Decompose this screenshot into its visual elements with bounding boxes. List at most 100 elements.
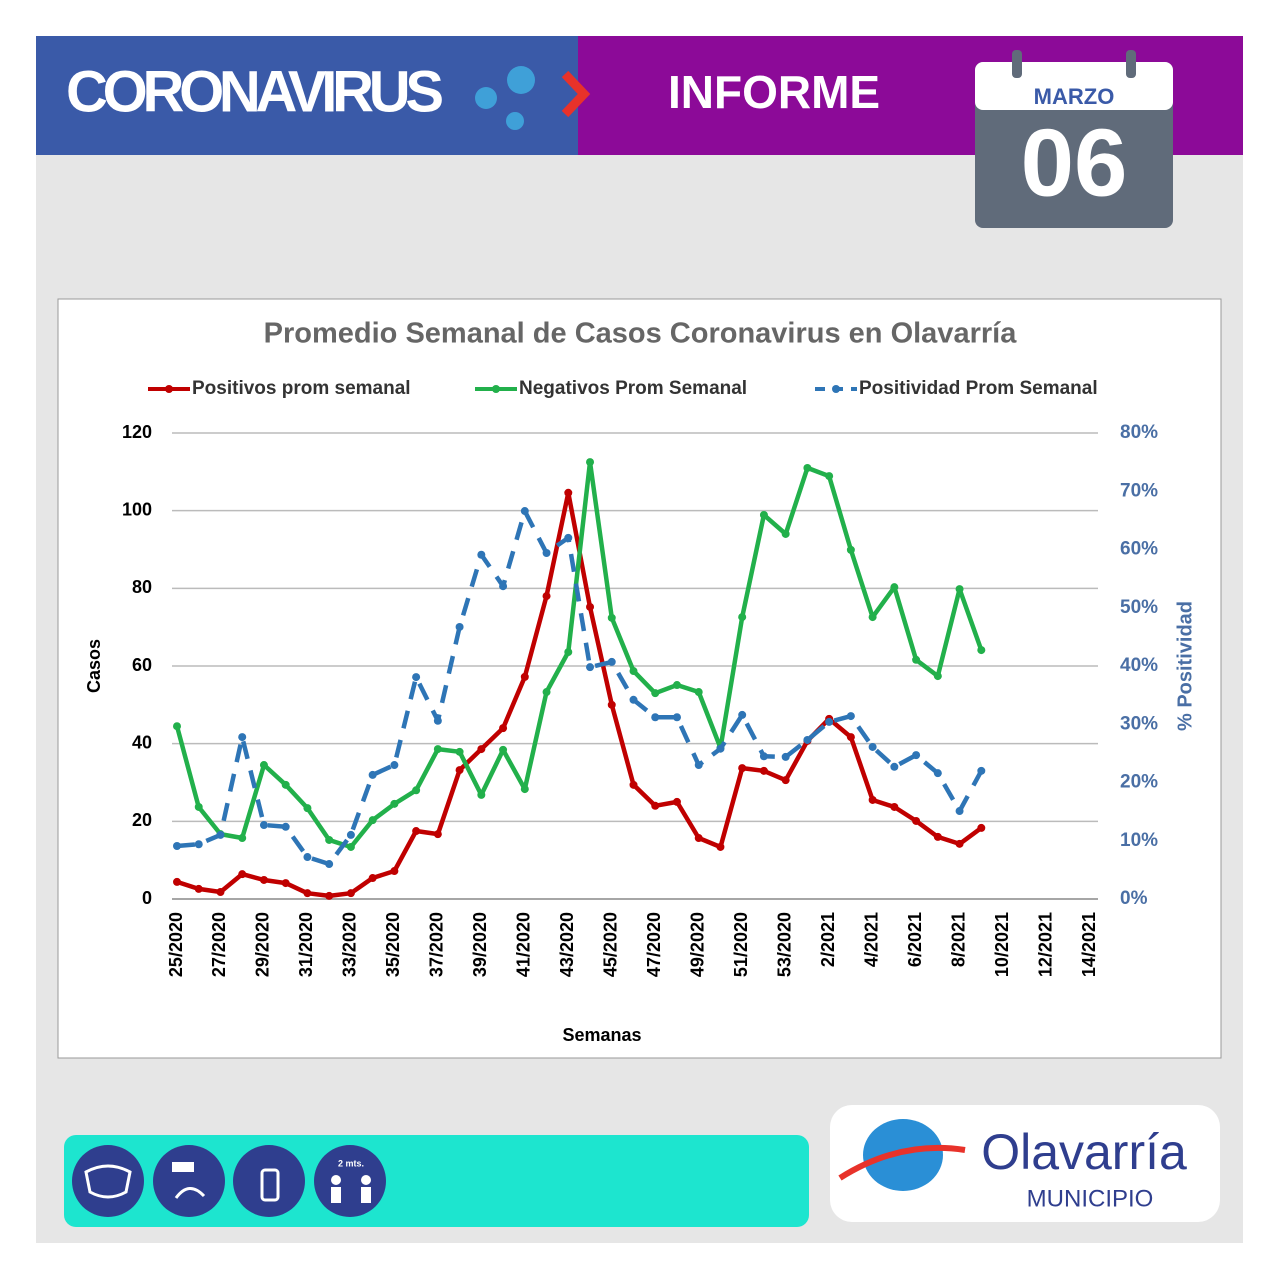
data-point xyxy=(433,745,442,754)
data-point xyxy=(977,646,986,655)
data-point xyxy=(977,823,986,832)
legend-label: Negativos Prom Semanal xyxy=(519,378,747,399)
x-tick-label: 14/2021 xyxy=(1079,912,1099,977)
x-tick-label: 27/2020 xyxy=(209,912,229,977)
data-point xyxy=(281,780,290,789)
x-tick-label: 35/2020 xyxy=(383,912,403,977)
data-point xyxy=(694,761,703,770)
data-point xyxy=(672,797,681,806)
legend-label: Positividad Prom Semanal xyxy=(859,378,1098,399)
y2-tick-label: 10% xyxy=(1120,830,1158,851)
data-point xyxy=(346,830,355,839)
x-tick-label: 47/2020 xyxy=(644,912,664,977)
data-point xyxy=(759,510,768,519)
data-point xyxy=(846,733,855,742)
y2-tick-label: 60% xyxy=(1120,539,1158,560)
y-tick-label: 0 xyxy=(142,888,152,908)
data-point xyxy=(890,583,899,592)
data-point xyxy=(868,742,877,751)
y-tick-label: 60 xyxy=(132,655,152,675)
data-point xyxy=(173,722,181,731)
data-point xyxy=(651,801,660,810)
x-tick-label: 4/2021 xyxy=(861,912,881,967)
y-tick-label: 100 xyxy=(122,499,152,519)
data-point xyxy=(259,761,268,770)
data-point xyxy=(390,761,399,770)
data-point xyxy=(455,747,464,756)
data-point xyxy=(346,842,355,851)
plot: 0 20 40 60 80 100 120 0% 10% 20% 30% 40% 50% 60% 70% 80… xyxy=(122,378,1158,977)
data-point xyxy=(825,717,834,726)
data-point xyxy=(586,663,595,672)
data-point xyxy=(368,816,377,825)
x-tick-label: 39/2020 xyxy=(470,912,490,977)
calendar-day: 06 xyxy=(1021,109,1128,216)
data-point xyxy=(477,790,486,799)
data-point xyxy=(803,735,812,744)
data-point xyxy=(173,877,181,886)
data-point xyxy=(933,672,942,681)
data-point xyxy=(781,776,790,785)
data-point xyxy=(933,769,942,778)
data-point xyxy=(325,891,334,900)
data-point xyxy=(173,841,181,850)
logo-sub: MUNICIPIO xyxy=(1027,1185,1154,1212)
y2-tick-label: 0% xyxy=(1120,888,1148,909)
x-tick-label: 8/2021 xyxy=(948,912,968,967)
x-tick-label: 49/2020 xyxy=(687,912,707,977)
data-point xyxy=(499,582,508,591)
data-point xyxy=(303,853,312,862)
data-point xyxy=(325,860,334,869)
data-point xyxy=(520,672,529,681)
data-point xyxy=(825,472,834,481)
data-point xyxy=(520,785,529,794)
y-tick-label: 40 xyxy=(132,732,152,752)
data-point xyxy=(651,713,660,722)
data-point xyxy=(716,744,725,753)
x-tick-label: 37/2020 xyxy=(427,912,447,977)
data-point xyxy=(912,816,921,825)
x-tick-label: 29/2020 xyxy=(253,912,273,977)
data-point xyxy=(281,822,290,831)
data-point xyxy=(738,764,747,773)
data-point xyxy=(868,613,877,622)
data-point xyxy=(303,889,312,898)
data-point xyxy=(912,655,921,664)
y-tick-label: 120 xyxy=(122,422,152,442)
y2-tick-label: 70% xyxy=(1120,480,1158,501)
data-point xyxy=(977,766,986,775)
data-point xyxy=(912,751,921,760)
data-point xyxy=(499,745,508,754)
data-point xyxy=(346,889,355,898)
legend-marker xyxy=(492,385,500,393)
data-point xyxy=(803,463,812,472)
data-point xyxy=(238,834,247,843)
x-tick-label: 33/2020 xyxy=(340,912,360,977)
data-point xyxy=(194,884,203,893)
data-point xyxy=(738,710,747,719)
data-point xyxy=(890,762,899,771)
prevention-icons: 2 mts. xyxy=(72,1145,386,1217)
data-point xyxy=(368,874,377,883)
x-tick-label: 51/2020 xyxy=(731,912,751,977)
calendar: MARZO 06 xyxy=(975,50,1173,228)
y2-axis-title: % Positividad xyxy=(1174,601,1196,731)
data-point xyxy=(846,545,855,554)
data-point xyxy=(412,673,421,682)
header-title: CORONAVIRUS xyxy=(66,59,444,124)
data-point xyxy=(759,752,768,761)
data-point xyxy=(520,507,529,516)
x-tick-label: 6/2021 xyxy=(905,912,925,967)
header-subtitle: INFORME xyxy=(668,66,880,118)
data-point xyxy=(759,766,768,775)
data-point xyxy=(477,550,486,559)
data-point xyxy=(216,830,225,839)
data-point xyxy=(672,713,681,722)
calendar-month: MARZO xyxy=(1034,84,1115,109)
x-tick-label: 45/2020 xyxy=(601,912,621,977)
x-tick-label: 31/2020 xyxy=(296,912,316,977)
legend-marker xyxy=(165,385,173,393)
data-point xyxy=(477,745,486,754)
data-point xyxy=(890,802,899,811)
